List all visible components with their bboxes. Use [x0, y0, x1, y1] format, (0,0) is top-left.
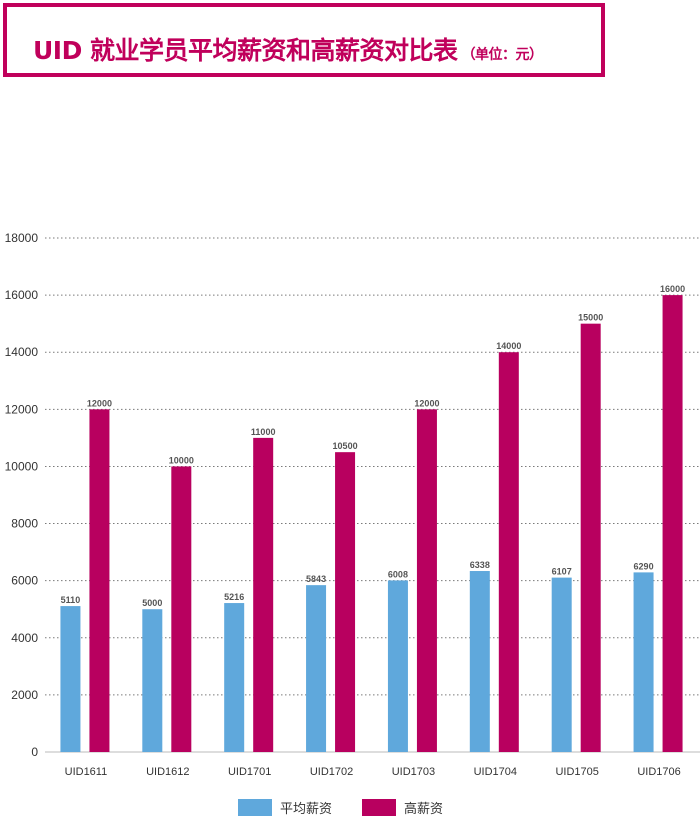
legend: 平均薪资 高薪资	[238, 797, 473, 817]
y-tick-label: 12000	[5, 402, 39, 416]
x-tick-label: UID1701	[228, 766, 271, 778]
x-tick-label: UID1611	[65, 766, 108, 778]
data-label: 5000	[142, 598, 162, 608]
bar-average-salary	[469, 571, 490, 752]
data-label: 6107	[552, 567, 572, 577]
bar-average-salary	[306, 585, 327, 752]
legend-label-high: 高薪资	[404, 801, 444, 817]
bar-average-salary	[387, 580, 408, 752]
data-label: 11000	[251, 427, 276, 437]
legend-swatch-average	[238, 798, 272, 816]
legend-swatch-high	[362, 798, 397, 816]
x-tick-label: UID1705	[555, 766, 598, 778]
legend-item-high: 高薪资	[362, 798, 443, 817]
bar-high-salary	[416, 409, 437, 752]
bar-high-salary	[171, 466, 192, 752]
data-label: 6290	[634, 561, 654, 571]
bar-average-salary	[551, 577, 572, 752]
x-tick-label: UID1704	[474, 766, 517, 778]
y-tick-label: 18000	[5, 231, 39, 245]
bar-average-salary	[633, 572, 654, 752]
chart-title-text: UID 就业学员平均薪资和高薪资对比表	[33, 36, 458, 65]
chart-title: UID 就业学员平均薪资和高薪资对比表 （单位：元）	[33, 31, 543, 67]
data-label: 10500	[333, 441, 358, 451]
legend-label-average: 平均薪资	[280, 801, 333, 817]
data-label: 10000	[169, 455, 194, 465]
y-tick-label: 6000	[11, 574, 38, 588]
bar-high-salary	[253, 437, 274, 752]
x-tick-label: UID1702	[310, 766, 353, 778]
x-tick-label: UID1703	[392, 766, 435, 778]
bar-high-salary	[580, 323, 601, 752]
y-tick-label: 0	[31, 745, 38, 759]
bar-average-salary	[224, 603, 245, 752]
data-label: 14000	[496, 341, 521, 351]
legend-item-average: 平均薪资	[238, 798, 332, 817]
data-label: 5843	[306, 574, 326, 584]
data-label: 12000	[414, 398, 439, 408]
data-label: 5216	[224, 592, 244, 602]
title-box: UID 就业学员平均薪资和高薪资对比表 （单位：元）	[3, 3, 605, 77]
y-axis: 0 2000 4000 6000 8000 10000 12000 14000 16000 180…	[5, 231, 39, 759]
bar-average-salary	[60, 606, 81, 752]
bar-chart: 0 2000 4000 6000 8000 10000 12000 14000 16000 180…	[5, 231, 700, 778]
y-tick-label: 2000	[11, 688, 38, 702]
data-label: 6008	[388, 569, 408, 579]
bar-high-salary	[335, 452, 356, 752]
bar-high-salary	[89, 409, 110, 752]
data-labels-layer: 5110 12000 5000 10000 5216 11000 5843 10500 6008…	[61, 284, 685, 608]
data-label: 12000	[87, 398, 112, 408]
bar-high-salary	[498, 352, 519, 752]
y-tick-label: 4000	[11, 631, 38, 645]
x-axis: UID1611 UID1612 UID1701 UID1702 UID1703 UID17…	[65, 766, 681, 778]
chart-subtitle: （单位：元）	[461, 47, 544, 63]
data-label: 6338	[470, 560, 490, 570]
y-tick-label: 16000	[5, 288, 39, 302]
y-tick-label: 14000	[5, 345, 39, 359]
data-label: 16000	[660, 284, 685, 294]
y-tick-label: 10000	[5, 459, 39, 473]
bar-high-salary	[662, 295, 683, 752]
y-tick-label: 8000	[11, 517, 38, 531]
x-tick-label: UID1706	[637, 766, 680, 778]
bars-layer	[60, 295, 683, 752]
data-label: 5110	[61, 595, 81, 605]
data-label: 15000	[578, 313, 603, 323]
bar-average-salary	[142, 609, 163, 752]
x-tick-label: UID1612	[146, 766, 189, 778]
